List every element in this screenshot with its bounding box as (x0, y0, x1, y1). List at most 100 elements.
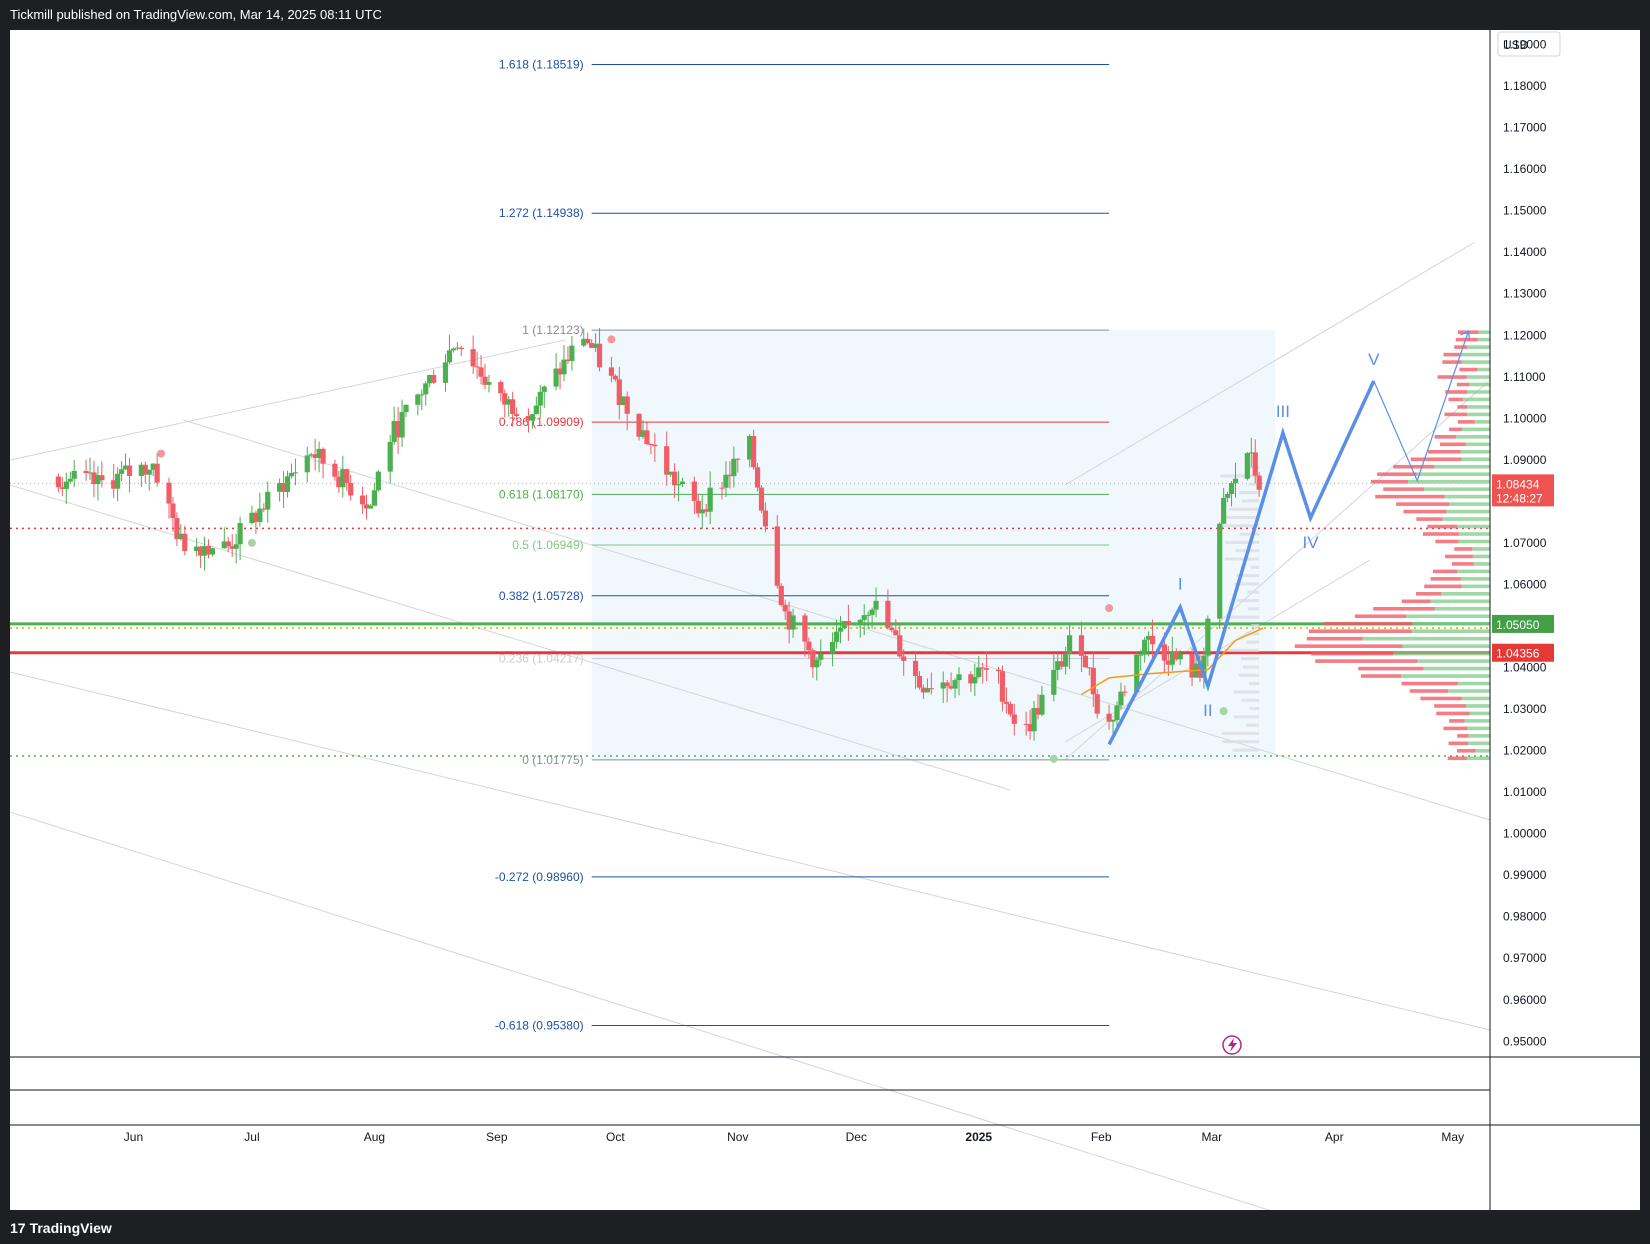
volume-profile-bar (1457, 420, 1475, 424)
volume-profile-bar (1464, 719, 1490, 723)
candle (952, 680, 958, 689)
candle (1059, 661, 1065, 667)
volume-profile-bar (1461, 584, 1490, 589)
candle (249, 512, 255, 524)
fib-level-label: -0.618 (0.95380) (495, 1019, 584, 1033)
volume-profile-bar (1466, 756, 1490, 761)
fib-level-label: -0.272 (0.98960) (495, 870, 584, 884)
candle (71, 470, 77, 479)
volume-profile-bar (1401, 674, 1490, 678)
candle (624, 396, 630, 414)
candle (375, 471, 381, 491)
volume-profile-bar (1306, 636, 1363, 641)
candle (1118, 691, 1124, 706)
candle (782, 605, 788, 612)
volume-profile-bar (1454, 345, 1468, 349)
candle (1090, 667, 1096, 695)
candle (1039, 694, 1045, 715)
candle (616, 379, 622, 406)
candle (1228, 483, 1235, 495)
price-tick-label: 0.96000 (1503, 993, 1547, 1007)
candle (644, 430, 650, 444)
candle (91, 472, 97, 485)
volume-profile-bar (1248, 482, 1260, 486)
candle (359, 495, 366, 505)
volume-profile-bar (1420, 696, 1462, 701)
volume-profile-bar (1358, 666, 1424, 671)
price-tick-label: 1.11000 (1503, 370, 1546, 384)
time-tick-label: Aug (364, 1130, 385, 1144)
price-tick-label: 1.07000 (1503, 536, 1547, 550)
candle (233, 544, 239, 549)
volume-profile-bar (1454, 547, 1473, 551)
candle (454, 347, 460, 349)
candle (1161, 644, 1167, 661)
volume-profile-bar (1246, 640, 1260, 644)
volume-profile-bar (1401, 681, 1458, 686)
volume-profile-bar (1401, 599, 1431, 604)
candle (810, 650, 816, 668)
publisher-text: Tickmill published on TradingView.com, M… (10, 7, 382, 22)
volume-profile-bar (1477, 367, 1490, 372)
candle (758, 487, 765, 511)
candle (774, 526, 780, 586)
time-tick-label: Apr (1325, 1130, 1344, 1144)
candle (1011, 714, 1017, 724)
volume-profile-bar (1423, 666, 1490, 671)
volume-profile-bar (1465, 442, 1490, 447)
tradingview-logo[interactable]: 17 TradingView (10, 1212, 112, 1244)
candle (514, 414, 520, 416)
candle (565, 359, 571, 361)
volume-profile-bar (1447, 756, 1467, 761)
moving-average (1081, 627, 1264, 696)
candle (1122, 691, 1128, 693)
candle (265, 491, 271, 510)
candle (178, 533, 184, 540)
volume-profile-bar (1448, 397, 1463, 402)
candle (312, 454, 318, 458)
background-layer (10, 30, 1640, 1210)
channel-line (10, 811, 1271, 1210)
candle (561, 359, 567, 375)
candle (845, 621, 851, 625)
candle (419, 394, 425, 396)
candle (458, 347, 464, 350)
chart-frame[interactable]: 1.618 (1.18519) 1.272 (1.14938) 1 (1.12123… (10, 30, 1640, 1210)
candle (316, 448, 322, 458)
candle (695, 500, 701, 514)
volume-profile-bar (1246, 723, 1260, 727)
volume-profile-bar (1434, 435, 1457, 439)
fib-level-label: 0.618 (1.08170) (499, 487, 584, 501)
candle (861, 615, 867, 620)
candle (221, 541, 227, 549)
volume-profile-bar (1360, 674, 1402, 678)
candle (1031, 708, 1037, 732)
volume-profile-bar (1478, 330, 1490, 334)
candle (1067, 635, 1073, 654)
volume-profile-bar (1434, 606, 1490, 611)
volume-profile-bar (1469, 711, 1490, 716)
candle (280, 483, 287, 492)
volume-profile-bar (1430, 599, 1490, 604)
candle (146, 469, 152, 475)
candle (138, 464, 144, 476)
candle (1086, 667, 1092, 669)
candle (1078, 635, 1085, 656)
volume-profile-bar (1408, 479, 1490, 484)
candle (253, 512, 259, 522)
volume-profile-bar (1448, 741, 1469, 746)
volume-profile-bar (1430, 577, 1461, 581)
fib-level-label: 1.272 (1.14938) (499, 206, 584, 220)
candle (707, 487, 713, 512)
currency-label: USD (1497, 31, 1561, 57)
candle (111, 480, 117, 489)
candle (928, 688, 934, 690)
volume-profile-bar (1434, 464, 1490, 469)
candle (510, 399, 516, 415)
price-tick-label: 0.95000 (1503, 1034, 1547, 1048)
chart-canvas[interactable]: 1.618 (1.18519) 1.272 (1.14938) 1 (1.12123… (10, 30, 1640, 1210)
channel-line (10, 671, 1491, 1031)
candle (126, 465, 133, 476)
candle (209, 548, 216, 555)
time-tick-label: Jun (124, 1130, 143, 1144)
